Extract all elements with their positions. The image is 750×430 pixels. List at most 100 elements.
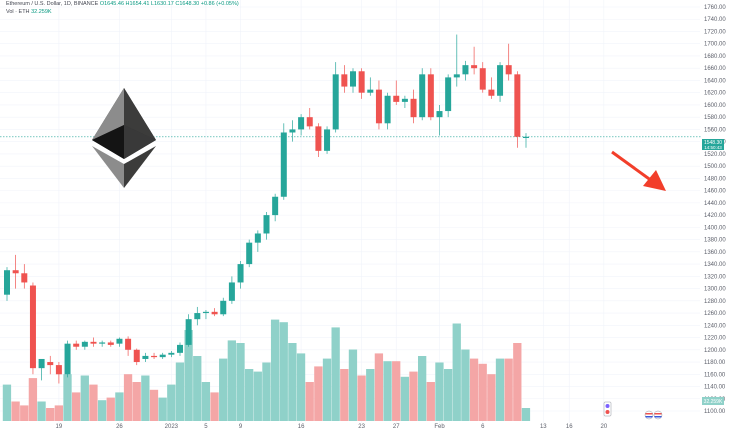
candle-body [350, 71, 356, 87]
volume-bar [46, 408, 55, 421]
volume-bar [54, 405, 63, 421]
price-tick-label: 1720.00 [704, 29, 726, 35]
volume-bar [418, 356, 427, 421]
candle-body [228, 282, 235, 301]
price-tick-label: 1140.00 [704, 385, 726, 391]
price-axis[interactable]: 1760.00 1740.00 1720.00 1700.00 1680.00 1660.… [704, 5, 726, 415]
volume-tag: 32.259K [702, 397, 724, 405]
price-tick-label: 1500.00 [704, 164, 726, 170]
ohlc-values: O1645.46 H1654.41 L1630.17 C1648.30 +0.8… [99, 1, 239, 7]
volume-tag-value: 32.259K [704, 399, 723, 405]
volume-bar [513, 343, 522, 421]
candle-body [401, 98, 408, 102]
last-price-value: 1548.30 [704, 140, 722, 146]
price-tick-label: 1740.00 [704, 17, 726, 23]
volume-bar [175, 362, 185, 421]
time-tick-label: 23 [358, 424, 365, 430]
volume-bar [366, 369, 375, 421]
symbol-title[interactable]: Ethereum / U.S. Dollar, 1D, BINANCE [6, 1, 99, 7]
volume-bar [270, 319, 280, 421]
candle-body [315, 126, 322, 151]
volume-bar [357, 375, 366, 421]
volume-bar [20, 405, 29, 421]
volume-bar [2, 384, 12, 421]
price-tick-label: 1600.00 [704, 103, 726, 109]
candle-body [177, 344, 183, 353]
volume-bar [63, 374, 72, 421]
price-tick-label: 1400.00 [704, 225, 726, 231]
volume-bar [201, 382, 211, 421]
volume-bar [253, 371, 262, 421]
price-tick-label: 1360.00 [704, 250, 726, 256]
price-tick-label: 1320.00 [704, 274, 726, 280]
volume-bar [435, 362, 444, 421]
candle-body [505, 65, 512, 75]
volume-bar [409, 371, 418, 421]
time-tick-label: 13 [540, 424, 547, 430]
candle-body [151, 355, 158, 358]
volume-bar [262, 362, 271, 421]
candle-body [419, 74, 426, 118]
volume-bar [478, 363, 487, 421]
candle-body [280, 132, 287, 197]
price-tick-label: 1660.00 [704, 66, 726, 72]
candle-body [202, 311, 209, 314]
volume-bar [123, 374, 133, 421]
volume-bar [219, 358, 228, 421]
candle-body [168, 352, 175, 355]
candle-body [116, 338, 123, 344]
price-tick-label: 1240.00 [704, 323, 726, 329]
volume-bar [521, 408, 531, 421]
time-axis[interactable]: 19 26 2023 5 9 16 23 27 Feb 6 13 16 20 [56, 424, 608, 430]
volume-bar [80, 375, 89, 421]
price-tick-label: 1340.00 [704, 262, 726, 268]
price-tick-label: 1760.00 [704, 5, 726, 11]
candle-body [263, 215, 270, 234]
candle-body [159, 354, 166, 358]
price-tick-label: 1100.00 [704, 409, 726, 415]
time-tick-label: 26 [116, 424, 123, 430]
volume-bar [305, 382, 314, 421]
candle-body [90, 341, 97, 344]
price-tick-label: 1640.00 [704, 78, 726, 84]
volume-bar [37, 401, 46, 421]
price-tick-label: 1220.00 [704, 336, 726, 342]
volume-bar [322, 358, 332, 421]
candle-body [332, 74, 339, 130]
volume-bar [452, 323, 461, 421]
volume-bar [28, 378, 38, 421]
volume-bar [495, 358, 505, 421]
candle-body [220, 300, 227, 315]
time-tick-label: 5 [204, 424, 208, 430]
candle-body [237, 264, 244, 283]
flag-icon[interactable] [603, 401, 663, 420]
candle-body [64, 343, 71, 375]
price-tick-label: 1160.00 [704, 372, 726, 378]
volume-bar [132, 382, 141, 421]
volume-bar [245, 369, 254, 421]
last-price-tag: 1548.30 14:50:43 [702, 139, 724, 150]
volume-bar [236, 343, 245, 421]
candlesticks [4, 34, 529, 384]
candle-body [29, 285, 36, 369]
candle-body [246, 242, 253, 265]
price-tick-label: 1260.00 [704, 311, 726, 317]
candle-body [298, 117, 305, 130]
candle-body [254, 233, 261, 243]
candle-body [341, 74, 348, 87]
candle-body [185, 319, 192, 345]
volume-bar [167, 384, 176, 421]
time-tick-label: 19 [56, 424, 63, 430]
candle-body [81, 341, 88, 347]
volume-bar [469, 358, 479, 421]
time-tick-label: 9 [239, 424, 243, 430]
candle-body [410, 98, 417, 118]
volume-bar [288, 343, 297, 421]
volume-bar [11, 401, 20, 421]
price-tick-label: 1680.00 [704, 54, 726, 60]
candle-body [324, 129, 331, 151]
volume-bar [193, 356, 202, 421]
candle-body [453, 74, 460, 78]
volume-bar [331, 327, 340, 421]
